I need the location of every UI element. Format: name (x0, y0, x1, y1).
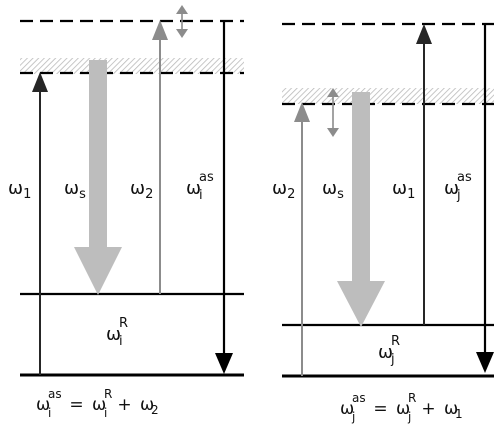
right-diagram: ω2 ωs ω1 ω as j ω R j ω as j = ω R j + ω… (272, 22, 494, 424)
svg-text:i: i (104, 406, 107, 420)
svg-text:R: R (391, 334, 400, 349)
svg-text:as: as (352, 391, 366, 405)
right-label-w2: ω2 (272, 178, 295, 202)
left-detuning-double-arrow (176, 5, 188, 38)
left-label-ws: ωs (64, 178, 86, 202)
left-w1-arrow (32, 72, 48, 375)
svg-text:j: j (407, 410, 411, 424)
svg-text:2: 2 (151, 403, 159, 417)
svg-text:as: as (199, 170, 214, 185)
svg-text:=: = (368, 399, 393, 419)
left-ws-arrow (74, 60, 122, 295)
svg-text:i: i (48, 406, 51, 420)
left-label-w2: ω2 (130, 178, 153, 202)
svg-text:ω: ω (36, 395, 50, 415)
svg-text:ω: ω (396, 399, 410, 419)
left-label-wiR: ω R i (106, 316, 128, 349)
svg-text:ω: ω (444, 399, 458, 419)
right-ws-arrow (337, 92, 385, 327)
svg-text:ω: ω (106, 324, 121, 345)
svg-text:ω: ω (92, 395, 106, 415)
svg-text:+: + (112, 395, 137, 415)
right-wjas-arrow (476, 24, 494, 373)
left-equation: ω as i = ω R i + ω 2 (36, 387, 159, 420)
right-equation: ω as j = ω R j + ω 1 (340, 391, 463, 424)
svg-text:ω: ω (378, 342, 393, 363)
left-virtual-band (20, 58, 244, 74)
right-virtual-band (282, 88, 494, 104)
right-label-wjas: ω as j (444, 170, 472, 203)
right-w2-arrow (294, 102, 310, 376)
svg-text:as: as (457, 170, 472, 185)
left-label-wias: ω as i (186, 170, 214, 203)
svg-text:R: R (408, 391, 416, 405)
svg-text:j: j (351, 410, 355, 424)
left-label-w1: ω1 (8, 178, 31, 202)
svg-text:as: as (48, 387, 62, 401)
left-wias-arrow (215, 21, 233, 374)
svg-text:+: + (416, 399, 441, 419)
svg-text:ω: ω (140, 395, 154, 415)
svg-text:R: R (119, 316, 128, 331)
right-detuning-double-arrow (327, 88, 339, 137)
svg-text:j: j (456, 188, 461, 203)
svg-text:R: R (104, 387, 112, 401)
right-label-ws: ωs (322, 178, 344, 202)
svg-text:ω: ω (340, 399, 354, 419)
svg-text:i: i (119, 334, 123, 349)
svg-text:j: j (390, 352, 395, 367)
svg-text:1: 1 (455, 407, 463, 421)
svg-text:ω: ω (444, 178, 459, 199)
svg-text:=: = (64, 395, 89, 415)
svg-text:ω: ω (186, 178, 201, 199)
right-label-w1: ω1 (392, 178, 415, 202)
svg-text:i: i (199, 188, 203, 203)
left-w2-arrow (152, 20, 168, 294)
left-diagram: ω1 ωs ω2 ω as i ω R i ω as i = ω R i + ω… (8, 5, 244, 420)
right-label-wjR: ω R j (378, 334, 400, 367)
right-w1-arrow (416, 24, 432, 325)
